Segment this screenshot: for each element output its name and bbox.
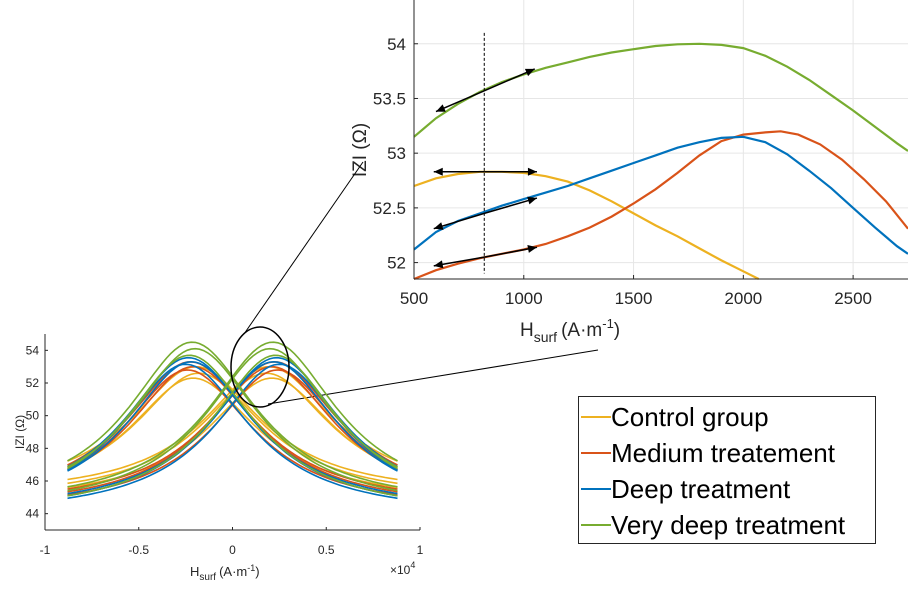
full-x-label-sub: surf (199, 572, 216, 583)
zoom-x-label-main: H (520, 320, 534, 341)
zoom-y-tick-label: 52 (387, 254, 406, 273)
full-x-label-close: ) (255, 564, 259, 579)
legend-item-deep: Deep treatment (579, 471, 790, 507)
full-series-line (67, 365, 398, 481)
zoom-plot-area (414, 0, 908, 279)
legend-swatch-very-deep (581, 524, 611, 526)
legend-label: Medium treatement (611, 437, 835, 468)
zoom-x-tick-label: 1000 (505, 289, 543, 308)
full-x-multiplier-base: ×10 (390, 563, 411, 577)
full-x-label-exp: -1 (247, 563, 255, 573)
legend-label: Control group (611, 401, 769, 432)
full-x-label-unit: (A·m (219, 564, 247, 579)
full-y-tick-label: 46 (26, 474, 40, 488)
full-y-tick-label: 54 (26, 343, 40, 357)
full-x-tick-label: -1 (40, 543, 51, 557)
zoom-arrow-shaft (483, 68, 536, 92)
full-y-tick-label: 52 (26, 376, 40, 390)
full-series-line (67, 354, 398, 497)
zoom-x-tick-label: 2000 (724, 289, 762, 308)
zoom-region-ellipse (230, 326, 290, 408)
full-series-line (67, 341, 398, 488)
zoom-y-tick-label: 53.5 (373, 89, 406, 108)
zoom-arrow-shaft (484, 197, 538, 215)
full-x-tick-label: 0.5 (318, 543, 335, 557)
zoom-panel: 500 1000 1500 2000 2500 52 52.5 53 53.5 54 IZI (Ω… (350, 0, 908, 345)
zoom-series-group (413, 42, 908, 281)
connector-line-upper (243, 161, 364, 335)
zoom-x-label-sub: surf (534, 329, 557, 345)
zoom-arrow-head (433, 222, 444, 230)
zoom-y-tick-label: 54 (387, 35, 406, 54)
full-x-tick-label: 1 (417, 543, 424, 557)
zoom-x-tick-label: 2500 (834, 289, 872, 308)
full-x-multiplier: ×104 (390, 560, 415, 577)
zoom-x-label-exp: -1 (602, 316, 614, 331)
zoom-x-tick-label: 1500 (615, 289, 653, 308)
zoom-arrow-head (435, 104, 446, 112)
legend-item-very-deep: Very deep treatment (579, 507, 845, 543)
full-y-tick-label: 48 (26, 441, 40, 455)
full-y-tick-label: 44 (26, 507, 40, 521)
connector-line-lower (267, 349, 599, 405)
full-axes: -1 -0.5 0 0.5 1 44 46 48 50 52 54 (26, 334, 424, 557)
zoom-arrow-head (433, 167, 443, 176)
zoom-series-line (413, 135, 908, 255)
zoom-grid (413, 0, 908, 279)
full-series-line (67, 341, 398, 488)
legend-swatch-control (581, 416, 611, 418)
zoom-arrow-head (433, 260, 444, 269)
zoom-y-tick-label: 52.5 (373, 199, 406, 218)
zoom-axes: 500 1000 1500 2000 2500 52 52.5 53 53.5 54 (373, 0, 908, 308)
zoom-arrow-head (527, 167, 537, 176)
legend-item-medium: Medium treatement (579, 435, 835, 471)
legend-swatch-medium (581, 452, 611, 454)
legend-label: Very deep treatment (611, 509, 846, 540)
zoom-arrow-head (524, 68, 535, 77)
full-series-group (67, 341, 398, 500)
zoom-x-label-unit: (A·m (561, 320, 602, 341)
full-x-label-main: H (190, 564, 199, 579)
zoom-arrow-head (527, 244, 537, 253)
zoom-y-axis-label: IZI (Ω) (350, 123, 371, 177)
full-x-axis-label: Hsurf (A·m-1) (190, 563, 260, 583)
zoom-x-axis-label: Hsurf (A·m-1) (520, 316, 620, 345)
full-y-axis-label: IZI (Ω) (13, 415, 27, 449)
legend-swatch-deep (581, 488, 611, 490)
zoom-x-tick-label: 500 (400, 289, 428, 308)
zoom-series-line (413, 42, 908, 152)
zoom-x-label-close: ) (614, 320, 620, 341)
legend-label: Deep treatment (611, 473, 791, 504)
full-y-tick-label: 50 (26, 409, 40, 423)
zoom-arrows-group (433, 68, 538, 269)
full-x-tick-label: -0.5 (128, 543, 149, 557)
zoom-arrow-head (527, 196, 537, 205)
full-x-tick-label: 0 (229, 543, 236, 557)
full-series-line (67, 365, 398, 481)
zoom-y-tick-label: 53 (387, 144, 406, 163)
zoom-series-line (413, 170, 760, 280)
full-x-multiplier-exp: 4 (410, 560, 415, 570)
full-panel: -1 -0.5 0 0.5 1 44 46 48 50 52 54 IZI (Ω) Hsurf (A·… (13, 326, 424, 583)
legend: Control group Medium treatement Deep tre… (578, 396, 876, 544)
legend-item-control: Control group (579, 399, 769, 435)
